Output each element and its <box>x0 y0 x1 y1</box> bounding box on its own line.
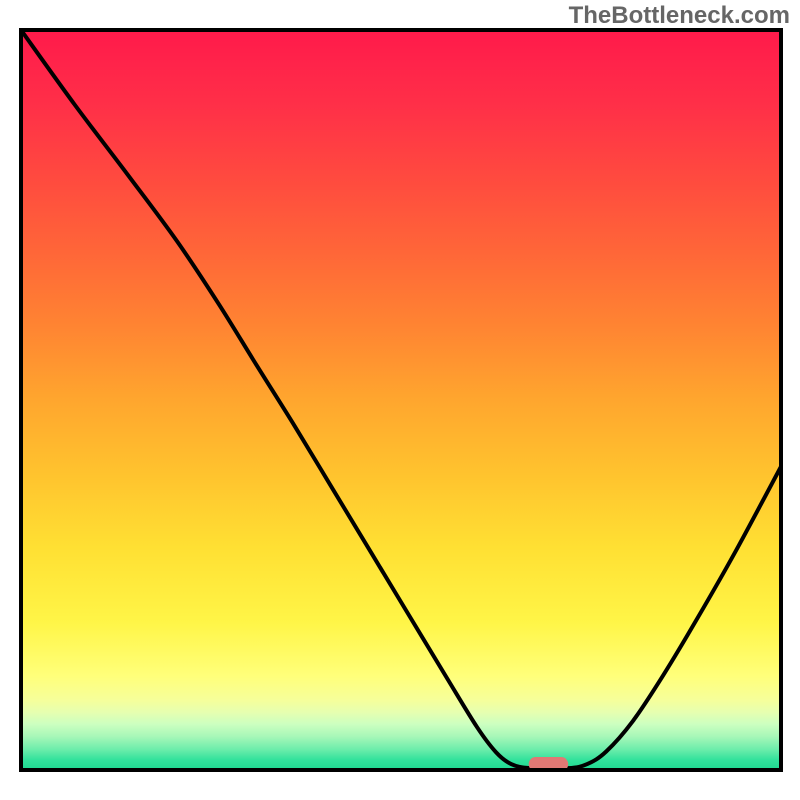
watermark-label: TheBottleneck.com <box>569 2 790 30</box>
plot-background <box>21 30 781 770</box>
chart-container: TheBottleneck.com <box>0 0 800 800</box>
bottleneck-chart <box>0 0 800 800</box>
